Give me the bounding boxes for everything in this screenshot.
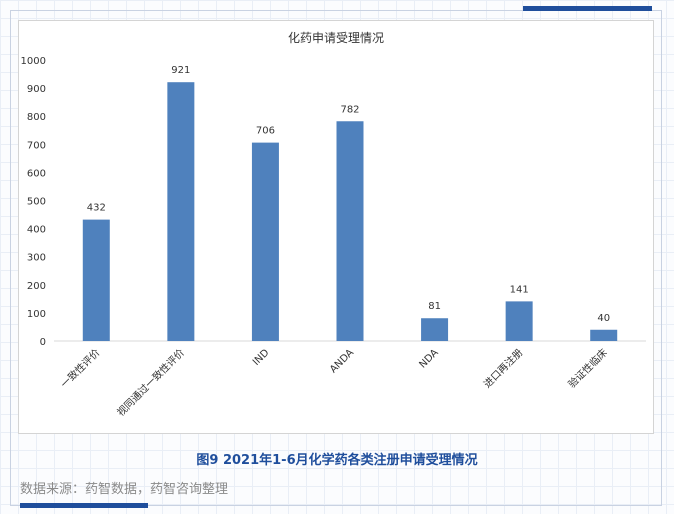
x-tick-label: 进口再注册 <box>481 346 526 391</box>
y-tick-label: 800 <box>27 112 46 123</box>
y-tick-label: 300 <box>27 253 46 264</box>
y-axis: 0 100 200 300 400 500 600 700 800 900 1000 <box>21 56 646 348</box>
x-tick-label: 一致性评价 <box>58 346 103 391</box>
y-tick-label: 900 <box>27 84 46 95</box>
x-tick-label: ANDA <box>328 347 356 375</box>
bars <box>82 82 618 342</box>
bar <box>336 121 364 342</box>
bar <box>421 318 449 341</box>
bar-value-label: 706 <box>256 126 275 137</box>
bar <box>590 329 618 341</box>
accent-bar-top <box>523 6 652 11</box>
y-tick-label: 0 <box>40 337 46 348</box>
x-tick-label: 视同通过一致性评价 <box>114 346 187 419</box>
chart-panel <box>18 20 654 434</box>
y-tick-label: 400 <box>27 225 46 236</box>
bar-value-label: 921 <box>171 65 190 76</box>
y-tick-label: 1000 <box>21 56 46 67</box>
data-labels: 432 921 706 782 81 141 40 <box>87 65 610 324</box>
bar <box>505 301 533 341</box>
data-source: 数据来源：药智数据，药智咨询整理 <box>20 482 229 497</box>
x-axis-labels: 一致性评价 视同通过一致性评价 IND ANDA NDA 进口再注册 验证性临床 <box>58 346 610 419</box>
x-tick-label: NDA <box>417 347 440 370</box>
y-tick-label: 500 <box>27 197 46 208</box>
bar <box>251 142 279 341</box>
bar <box>167 82 195 341</box>
y-tick-label: 100 <box>27 309 46 320</box>
y-tick-label: 700 <box>27 140 46 151</box>
bar-value-label: 81 <box>428 301 441 312</box>
content-frame <box>10 10 662 506</box>
x-tick-label: IND <box>251 347 272 368</box>
chart-title: 化药申请受理情况 <box>288 31 384 45</box>
x-tick-label: 验证性临床 <box>565 346 610 391</box>
accent-bar-bottom <box>20 503 148 508</box>
figure-caption: 图9 2021年1-6月化学药各类注册申请受理情况 <box>196 453 478 468</box>
bar-value-label: 432 <box>87 203 106 214</box>
bar-value-label: 40 <box>597 313 610 324</box>
bar-value-label: 141 <box>510 284 529 295</box>
y-tick-label: 600 <box>27 168 46 179</box>
bar <box>82 219 110 341</box>
bar-value-label: 782 <box>340 104 359 115</box>
y-tick-label: 200 <box>27 281 46 292</box>
